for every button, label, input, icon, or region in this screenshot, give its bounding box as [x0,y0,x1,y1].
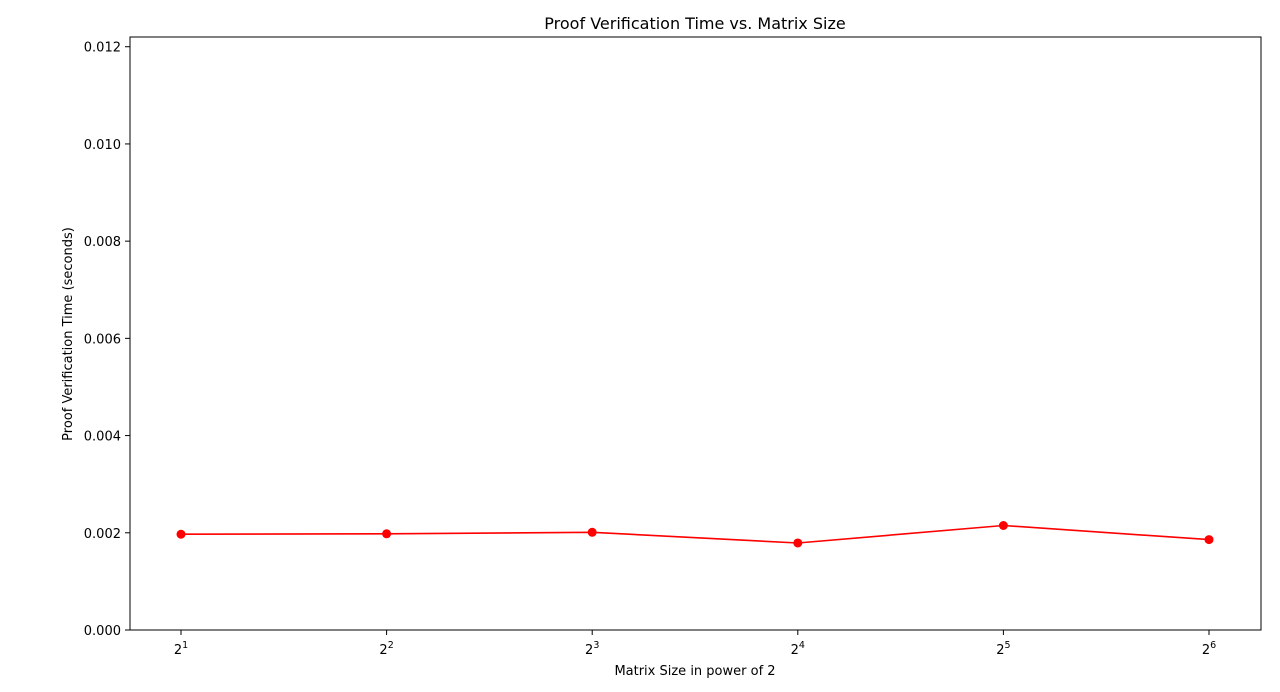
data-point [587,527,597,537]
data-point [176,529,186,539]
x-tick-exponent: 2 [388,640,394,651]
data-point [793,538,803,548]
y-tick-label: 0.008 [84,235,121,250]
x-axis-label: Matrix Size in power of 2 [614,664,775,679]
x-tick-label: 21 [174,640,188,658]
data-point [1204,535,1214,545]
x-tick-exponent: 5 [1005,640,1011,651]
y-tick-label: 0.000 [84,624,121,639]
x-tick-exponent: 3 [593,640,599,651]
y-tick-label: 0.004 [84,430,121,445]
x-tick-label: 22 [379,640,393,658]
x-tick-label: 26 [1202,640,1216,658]
data-point [998,520,1008,530]
x-tick-exponent: 6 [1210,640,1216,651]
y-tick-label: 0.002 [84,527,121,542]
chart-title: Proof Verification Time vs. Matrix Size [544,14,845,33]
y-tick-label: 0.006 [84,332,121,347]
series-line [180,524,1210,544]
x-tick-base: 2 [379,643,387,658]
x-tick-exponent: 1 [182,640,188,651]
x-tick-exponent: 4 [799,640,805,651]
x-tick-base: 2 [174,643,182,658]
y-axis-label: Proof Verification Time (seconds) [61,227,76,441]
x-tick-base: 2 [1202,643,1210,658]
x-tick-base: 2 [585,643,593,658]
x-tick-base: 2 [791,643,799,658]
x-tick-label: 24 [791,640,805,658]
data-point [382,529,392,539]
plot-frame [129,36,1262,631]
x-tick-label: 23 [585,640,599,658]
x-tick-base: 2 [996,643,1004,658]
y-tick-label: 0.012 [84,41,121,56]
y-tick-label: 0.010 [84,138,121,153]
x-tick-label: 25 [996,640,1010,658]
